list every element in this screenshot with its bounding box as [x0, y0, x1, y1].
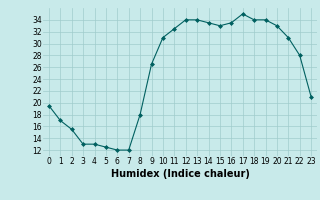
X-axis label: Humidex (Indice chaleur): Humidex (Indice chaleur) — [111, 169, 249, 179]
